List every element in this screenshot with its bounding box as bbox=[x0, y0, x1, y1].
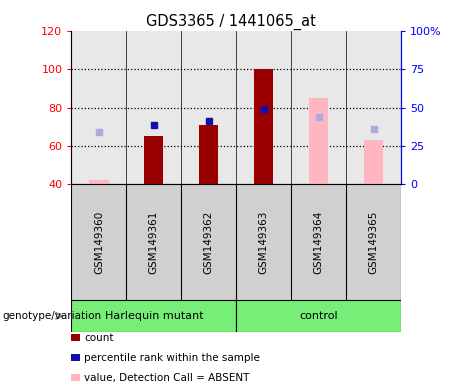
Text: GSM149365: GSM149365 bbox=[369, 210, 378, 274]
Text: percentile rank within the sample: percentile rank within the sample bbox=[84, 353, 260, 363]
Bar bbox=[71, 374, 80, 381]
Bar bbox=[71, 300, 236, 332]
Text: genotype/variation: genotype/variation bbox=[2, 311, 101, 321]
Text: count: count bbox=[84, 333, 114, 343]
Text: GSM149362: GSM149362 bbox=[204, 210, 214, 274]
Bar bbox=[199, 125, 219, 184]
Text: Harlequin mutant: Harlequin mutant bbox=[105, 311, 203, 321]
Text: GSM149360: GSM149360 bbox=[94, 210, 104, 273]
Bar bbox=[309, 98, 328, 184]
Bar bbox=[236, 300, 401, 332]
Bar bbox=[71, 334, 80, 341]
Bar bbox=[364, 140, 383, 184]
Text: GSM149364: GSM149364 bbox=[313, 210, 324, 274]
Text: GSM149363: GSM149363 bbox=[259, 210, 269, 274]
Text: value, Detection Call = ABSENT: value, Detection Call = ABSENT bbox=[84, 373, 250, 383]
Bar bbox=[254, 69, 273, 184]
Text: GSM149361: GSM149361 bbox=[149, 210, 159, 274]
Bar bbox=[144, 136, 164, 184]
Text: GDS3365 / 1441065_at: GDS3365 / 1441065_at bbox=[146, 13, 315, 30]
Bar bbox=[71, 354, 80, 361]
Bar bbox=[89, 180, 108, 184]
Text: control: control bbox=[299, 311, 338, 321]
